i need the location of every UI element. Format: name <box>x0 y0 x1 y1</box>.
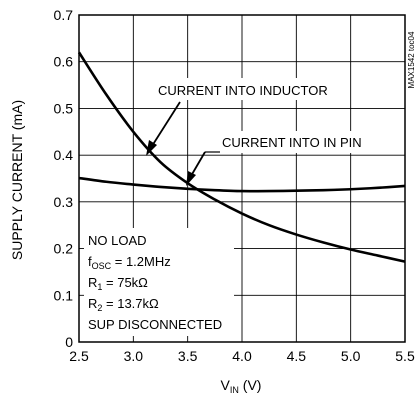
annotation-inpin-arrow <box>190 151 206 177</box>
annotation-inpin-bg <box>220 131 378 153</box>
part-id: MAX1542 toc04 <box>407 31 416 88</box>
y-tick-label: 0.1 <box>54 287 74 303</box>
x-tick-label: 4.0 <box>232 348 252 364</box>
annotation-inpin-arrowhead <box>186 171 196 186</box>
tick-labels: 2.5 3.0 3.5 4.0 4.5 5.0 5.5 0 0.1 0.2 0.3 0.4 0.5 0.6… <box>54 7 415 364</box>
annotation-inductor-arrowhead <box>146 140 157 156</box>
annotation-inductor-arrow <box>151 101 181 147</box>
condition-no-load: NO LOAD <box>88 233 147 248</box>
y-tick-label: 0.5 <box>54 100 74 116</box>
x-tick-label: 5.5 <box>395 348 415 364</box>
condition-r2-base: R <box>88 296 97 311</box>
annotation-inductor: CURRENT INTO INDUCTOR <box>158 83 328 98</box>
condition-fosc-base: f <box>88 254 92 269</box>
x-tick-label: 4.5 <box>287 348 307 364</box>
condition-sup-disconnected: SUP DISCONNECTED <box>88 317 222 332</box>
y-tick-label: 0 <box>65 334 73 350</box>
x-axis-label-unit: (V) <box>239 377 262 393</box>
conditions-bg <box>84 228 234 336</box>
y-tick-label: 0.2 <box>54 241 74 257</box>
annotation-inpin: CURRENT INTO IN PIN <box>222 135 362 150</box>
x-tick-label: 3.5 <box>178 348 198 364</box>
condition-r2-value: = 13.7kΩ <box>102 296 159 311</box>
condition-fosc-value: = 1.2MHz <box>111 254 171 269</box>
annotation-inductor-bg <box>154 78 336 100</box>
x-tick-label: 3.0 <box>124 348 144 364</box>
condition-r1-base: R <box>88 275 97 290</box>
x-axis-label-base: V <box>221 377 231 393</box>
condition-r1-value: = 75kΩ <box>102 275 148 290</box>
condition-fosc: fOSC = 1.2MHz <box>88 254 171 271</box>
series-lines <box>77 51 406 263</box>
y-tick-label: 0.6 <box>54 54 74 70</box>
condition-r1-sub: 1 <box>97 282 102 292</box>
condition-r2-sub: 2 <box>97 303 102 313</box>
series-line-in-pin <box>78 176 406 193</box>
series-line-inductor <box>77 51 406 263</box>
condition-r2: R2 = 13.7kΩ <box>88 296 159 313</box>
y-axis-label: SUPPLY CURRENT (mA) <box>9 100 25 260</box>
x-axis-label-sub: IN <box>230 385 239 395</box>
condition-fosc-sub: OSC <box>92 261 112 271</box>
condition-r1: R1 = 75kΩ <box>88 275 148 292</box>
x-tick-label: 2.5 <box>69 348 89 364</box>
x-axis-label: VIN (V) <box>221 377 262 395</box>
y-tick-label: 0.4 <box>54 147 74 163</box>
y-tick-label: 0.7 <box>54 7 74 23</box>
y-tick-label: 0.3 <box>54 194 74 210</box>
x-tick-label: 5.0 <box>341 348 361 364</box>
